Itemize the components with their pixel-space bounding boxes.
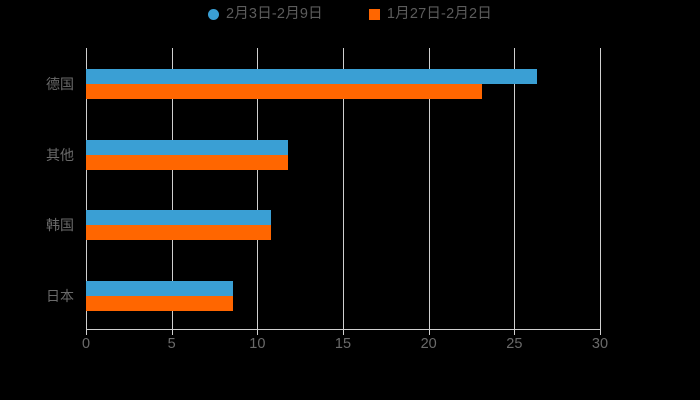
- bar[interactable]: [86, 295, 234, 311]
- x-axis-tick-mark: [600, 330, 601, 335]
- grid-line: [514, 48, 516, 330]
- x-axis-tick-label: 25: [506, 336, 523, 352]
- bar[interactable]: [86, 69, 537, 85]
- bar[interactable]: [86, 139, 289, 155]
- grid-line: [428, 48, 430, 330]
- grid-line: [600, 48, 601, 330]
- legend-marker-blue-circle: [207, 8, 219, 20]
- plot-area: 0 5 10 15 20 25 30 德国其他韩国日本: [46, 48, 608, 351]
- x-axis-tick-label: 0: [81, 336, 91, 352]
- category-label: 韩国: [46, 217, 74, 234]
- x-axis-tick-label: 20: [420, 336, 437, 352]
- bar[interactable]: [86, 225, 272, 241]
- bar[interactable]: [86, 84, 482, 100]
- x-axis-tick-mark: [257, 330, 259, 335]
- legend-item[interactable]: 1月27日-2月2日: [368, 6, 493, 22]
- bar[interactable]: [86, 154, 289, 170]
- grid-line: [86, 48, 87, 330]
- legend-marker-orange-square: [368, 8, 380, 20]
- x-axis-tick-label: 10: [249, 336, 266, 352]
- x-axis-tick-mark: [86, 330, 87, 335]
- bar[interactable]: [86, 280, 234, 296]
- category-label: 日本: [46, 287, 74, 304]
- x-axis-tick-mark: [343, 330, 344, 335]
- x-axis-tick-label: 15: [334, 336, 352, 352]
- legend-item-label: 1月27日-2月2日: [386, 6, 493, 22]
- legend-item-label: 2月3日-2月9日: [225, 6, 323, 22]
- x-axis-tick-mark: [171, 330, 173, 335]
- chart-legend: 2月3日-2月9日 1月27日-2月2日: [0, 7, 700, 22]
- x-axis-tick-label: 5: [167, 336, 176, 352]
- category-label: 德国: [46, 76, 74, 93]
- grid-line: [343, 48, 344, 330]
- x-axis-tick-mark: [428, 330, 430, 335]
- x-axis-tick-mark: [514, 330, 516, 335]
- grid-line: [171, 48, 173, 330]
- bar[interactable]: [86, 210, 272, 226]
- legend-item[interactable]: 2月3日-2月9日: [207, 6, 323, 22]
- grid-line: [257, 48, 259, 330]
- x-axis-tick-label: 30: [591, 336, 609, 352]
- category-label: 其他: [46, 146, 74, 163]
